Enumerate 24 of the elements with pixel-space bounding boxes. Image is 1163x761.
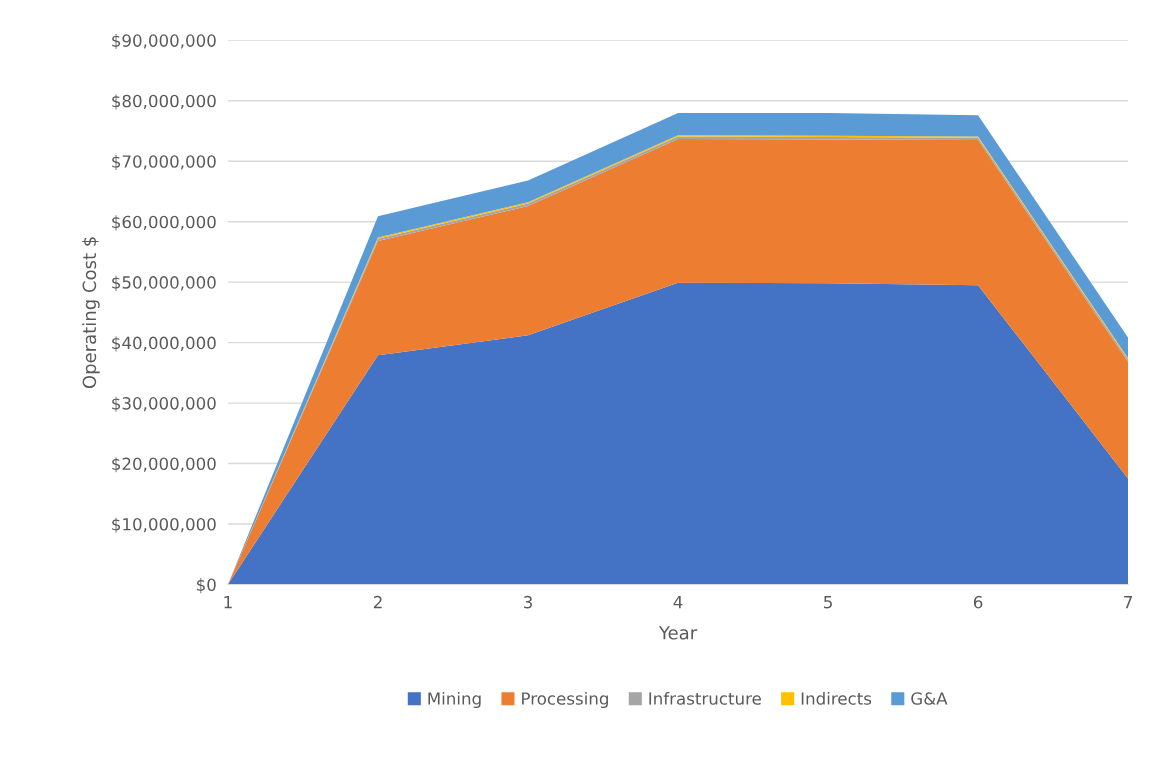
legend-label: G&A [911, 692, 948, 705]
x-tick-label: 4 [673, 596, 683, 609]
y-tick-label: $80,000,000 [112, 94, 216, 110]
x-tick-label: 7 [1124, 596, 1132, 609]
legend-label: Indirects [801, 691, 872, 705]
x-axis-title: Year [658, 626, 698, 640]
legend-label: Infrastructure [649, 691, 761, 705]
x-tick-label: 5 [824, 596, 832, 609]
y-tick-label: $0 [197, 578, 216, 594]
x-tick-label: 3 [523, 595, 532, 609]
y-tick-label: $60,000,000 [112, 215, 216, 231]
y-tick-label: $20,000,000 [112, 457, 216, 473]
y-tick-label: $30,000,000 [112, 396, 216, 412]
x-tick-label: 6 [973, 595, 983, 609]
x-tick-label: 1 [224, 596, 232, 609]
y-tick-label: $90,000,000 [112, 34, 216, 50]
y-tick-label: $40,000,000 [112, 336, 216, 352]
legend-label: Processing [522, 691, 608, 709]
x-tick-label: 2 [373, 595, 382, 609]
y-tick-label: $70,000,000 [112, 154, 216, 171]
legend-label: Mining [428, 691, 481, 709]
y-axis-title: Operating Cost $ [82, 237, 100, 389]
y-tick-label: $50,000,000 [112, 275, 216, 291]
y-tick-label: $10,000,000 [112, 517, 216, 533]
